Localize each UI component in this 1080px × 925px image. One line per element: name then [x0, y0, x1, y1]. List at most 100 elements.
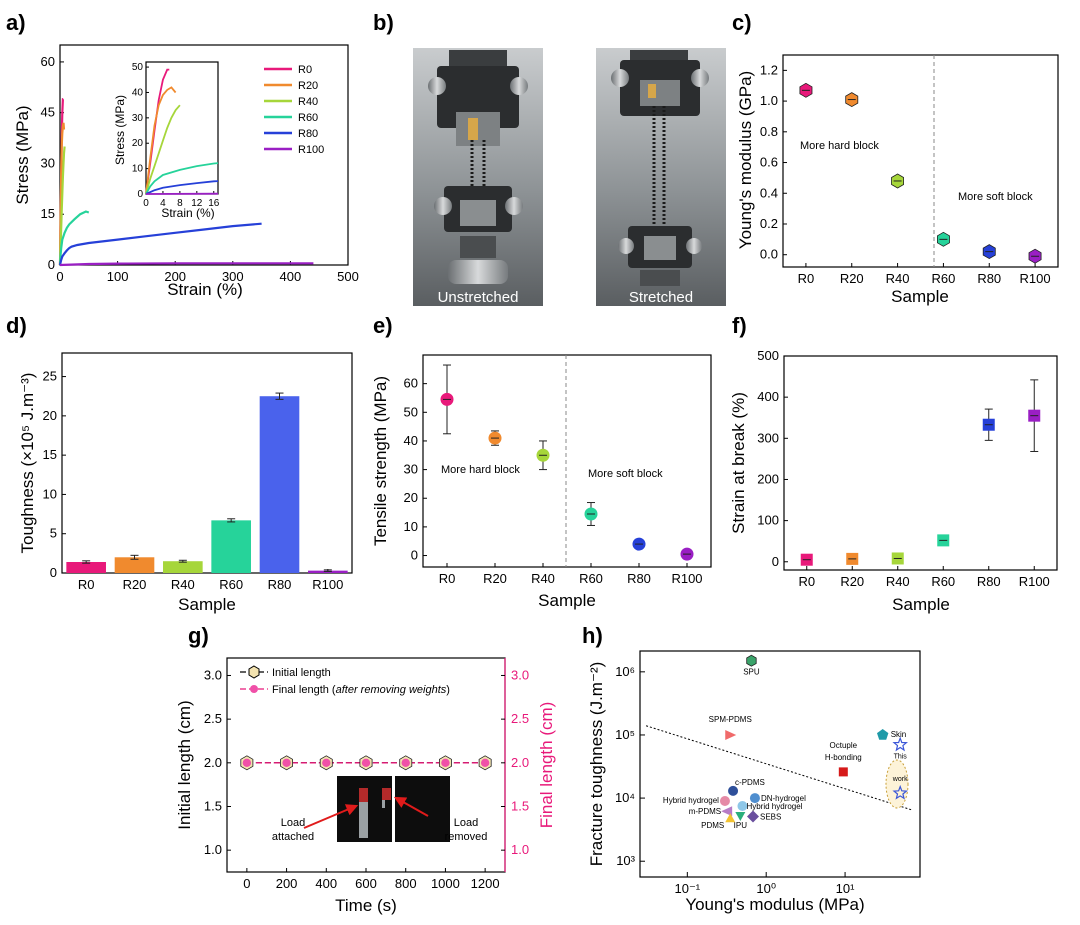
inset-ytick-label-5: 50 — [132, 62, 144, 73]
panel-f-ytick-label-0: 0 — [772, 554, 779, 569]
curve-R100 — [59, 262, 314, 267]
photo-label-load-1: Load — [281, 817, 305, 829]
panel-e-xtick-label-5: R100 — [671, 571, 702, 586]
panel-g-ytick-label-4: 3.0 — [204, 667, 222, 682]
panel-c-xtick-label-0: R0 — [798, 271, 815, 286]
panel-g-ytick-right-label-1: 1.5 — [511, 798, 529, 813]
inset-ytick-label-0: 0 — [137, 189, 143, 200]
panel-c-xtick-label-1: R20 — [840, 271, 864, 286]
panel-a-ytick-label-1: 15 — [41, 206, 55, 221]
inset-curve-R40 — [145, 104, 181, 195]
point-hybrid-hydrogel-7 — [719, 795, 730, 806]
final-length-point-1000 — [441, 758, 450, 768]
legend-label-R80: R80 — [298, 128, 318, 140]
trend-line — [645, 725, 912, 811]
panel-c-xlabel: Sample — [891, 287, 949, 306]
panel-g-xlabel: Time (s) — [335, 896, 397, 915]
panel-e-ytick-label-1: 10 — [404, 519, 418, 534]
bar-R40 — [163, 561, 203, 573]
panel-g-xtick-label-3: 600 — [355, 876, 377, 891]
panel-f-ytick-label-4: 400 — [757, 389, 779, 404]
legend-initial-label: Initial length — [272, 667, 331, 679]
point-c-pdms-5-label: c-PDMS — [735, 778, 765, 787]
photo-label-attached: attached — [272, 831, 314, 843]
panel-h-ticks: 10⁻¹ 10⁰ 10¹ 10³ 10⁴ 10⁵ 10⁶ — [615, 664, 855, 896]
point-sebs-12-label: SEBS — [760, 813, 781, 822]
inset-xtick-label-0: 0 — [143, 198, 149, 209]
final-length-point-0 — [242, 758, 252, 768]
panel-h-ytick-label-1: 10⁴ — [615, 790, 635, 805]
point-hybrid-hydrogel-8 — [737, 800, 748, 811]
inset-ytick-label-1: 10 — [132, 164, 144, 175]
panel-f-xtick-label-5: R100 — [1019, 574, 1050, 589]
panel-d-toughness: R0 R20 R40 R60 R80 R100 0 5 10 15 20 25 Sample Toug… — [18, 352, 353, 614]
point-dn-hydrogel-6 — [749, 793, 760, 804]
panel-d-ytick-label-4: 20 — [43, 408, 57, 423]
panel-label-e: e) — [373, 313, 393, 338]
panel-label-a: a) — [6, 10, 26, 35]
panel-c-frame — [782, 54, 1059, 268]
legend-final-label: Final length (after removing weights) — [272, 684, 450, 696]
panel-g-ylabel: Initial length (cm) — [175, 700, 194, 829]
point-ipu-10-label: IPU — [734, 821, 748, 830]
panel-d-ytick-label-2: 10 — [43, 486, 57, 501]
panel-b-photos: Unstretched Stretched — [413, 48, 726, 306]
bar-R20 — [114, 557, 155, 573]
caption-stretched: Stretched — [629, 289, 693, 306]
panel-g-legend: Initial length Final length (after remov… — [240, 665, 450, 696]
point-sebs-12 — [746, 810, 759, 823]
panel-h-frame — [639, 650, 921, 878]
panel-d-ylabel: Toughness (×10⁵ J.m⁻³) — [18, 373, 37, 554]
inset-curve-R60 — [145, 162, 219, 195]
point-c-pdms-5 — [728, 785, 739, 796]
curve-R40 — [58, 146, 66, 266]
panel-e-xlabel: Sample — [538, 591, 596, 610]
point-pdms-11 — [725, 813, 736, 823]
curve-R80 — [58, 222, 262, 266]
panel-c-annotation-soft: More soft block — [958, 191, 1033, 203]
panel-c-xtick-label-3: R60 — [931, 271, 955, 286]
panel-f-ytick-label-2: 200 — [757, 471, 779, 486]
panel-a-ytick-label-0: 0 — [48, 257, 55, 272]
point-spm-pdms-1-label: SPM-PDMS — [709, 715, 752, 724]
panel-f-markers — [800, 379, 1041, 566]
panel-g-xtick-label-2: 400 — [315, 876, 337, 891]
panel-g-photo: Load attached Load removed — [272, 776, 487, 843]
panel-d-xtick-label-1: R20 — [123, 577, 147, 592]
panel-a-xtick-label-3: 300 — [222, 269, 244, 284]
panel-g-xtick-label-5: 1000 — [431, 876, 460, 891]
panel-d-xtick-label-4: R80 — [268, 577, 292, 592]
panel-d-xtick-label-3: R60 — [219, 577, 243, 592]
panel-h-xtick-label-2: 10¹ — [836, 881, 855, 896]
panel-h-ashby: 10⁻¹ 10⁰ 10¹ 10³ 10⁴ 10⁵ 10⁶ SPU SPM-PDMS Octupl… — [587, 650, 921, 914]
panel-g-xtick-label-6: 1200 — [471, 876, 500, 891]
panel-e-ticks: R0 R20 R40 R60 R80 R100 0 10 20 30 40 50 60 — [404, 376, 703, 586]
panel-e-tensile-strength: R0 R20 R40 R60 R80 R100 0 10 20 30 40 50 60 More har… — [371, 354, 712, 610]
point-spm-pdms-1 — [725, 729, 737, 740]
panel-a-xtick-label-0: 0 — [56, 269, 63, 284]
curve-R60 — [58, 210, 90, 266]
panel-label-d: d) — [6, 313, 27, 338]
panel-g-xtick-label-0: 0 — [243, 876, 250, 891]
final-length-point-1200 — [480, 758, 490, 768]
panel-a-xlabel: Strain (%) — [167, 280, 243, 299]
panel-c-ytick-label-1: 0.2 — [760, 216, 778, 231]
panel-f-strain-at-break: R0 R20 R40 R60 R80 R100 0 100 200 300 400 500 Sampl… — [729, 348, 1058, 614]
panel-e-xtick-label-0: R0 — [439, 571, 456, 586]
inset-xtick-label-4: 16 — [208, 198, 220, 209]
panel-e-frame — [422, 354, 712, 568]
panel-a-xtick-label-2: 200 — [164, 269, 186, 284]
panel-g-length-vs-time: 0 200 400 600 800 1000 1200 1.0 1.5 2.0 2.5 3.0 1.0 1… — [175, 657, 556, 915]
legend-final-marker — [250, 685, 258, 693]
inset-curve-R20 — [145, 86, 177, 195]
panel-a-ytick-label-4: 60 — [41, 54, 55, 69]
panel-c-ytick-label-5: 1.0 — [760, 93, 778, 108]
bar-R60 — [211, 520, 251, 573]
panel-c-ylabel: Young's modulus (GPa) — [736, 71, 755, 249]
panel-c-ytick-label-3: 0.6 — [760, 155, 778, 170]
panel-h-xlabel: Young's modulus (MPa) — [685, 895, 864, 914]
panel-g-ticks: 0 200 400 600 800 1000 1200 1.0 1.5 2.0 2.5 3.0 1.0 1… — [204, 667, 529, 891]
